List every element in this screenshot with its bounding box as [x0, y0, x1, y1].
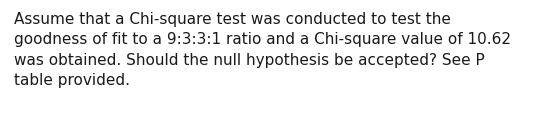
Text: Assume that a Chi-square test was conducted to test the
goodness of fit to a 9:3: Assume that a Chi-square test was conduc…: [14, 12, 511, 88]
